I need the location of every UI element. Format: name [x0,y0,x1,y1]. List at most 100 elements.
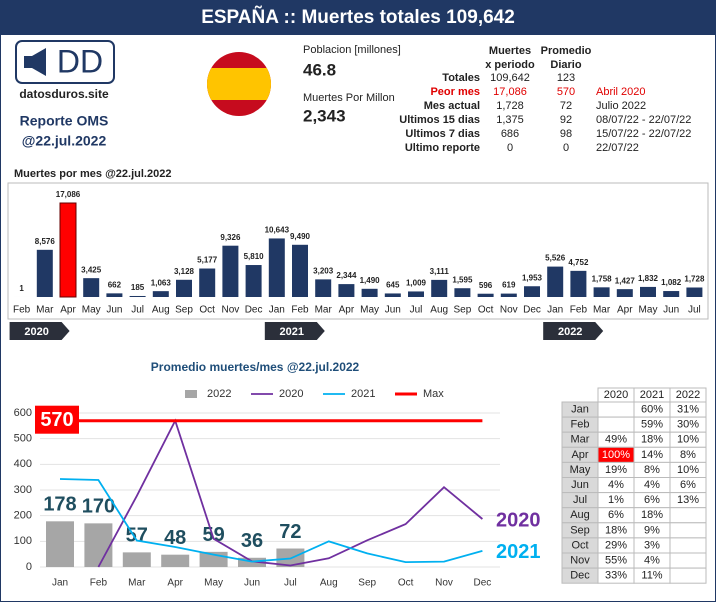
bar [315,279,332,297]
table-text: Oct [571,539,588,551]
data-label: 1,595 [452,275,473,284]
x-tick-label: Aug [320,578,338,589]
x-tick-label: Sep [175,305,193,316]
bar [129,295,146,297]
bar [361,288,378,297]
data-label: 3,111 [430,267,450,276]
data-label: 1,427 [615,276,636,285]
table-text: 19% [605,464,627,476]
bar [59,202,77,298]
x-tick-label: Oct [199,305,215,316]
header-bar [0,0,716,35]
table-cell [669,537,707,554]
data-label: 645 [386,281,400,290]
table-text: 10% [677,434,699,446]
legend-label: 2021 [351,388,375,400]
x-tick-label: Aug [152,305,170,316]
year-badge [9,322,70,340]
data-label: 1,953 [522,273,543,282]
table-text: 55% [605,554,627,566]
report-date: @22.jul.2022 [22,133,107,149]
site: datosduros.site [19,87,109,101]
data-label: 3,128 [174,267,195,276]
data-label: 2,344 [336,271,357,280]
table-text: 14% [641,449,663,461]
data-label: 3,203 [313,266,334,275]
flag [207,52,271,116]
table-text: Sep [570,524,590,536]
x-tick-label: Apr [617,305,633,316]
x-tick-label: Feb [570,305,588,316]
table-text: Apr [571,449,588,461]
x-tick-label: Sep [454,305,472,316]
stats-cell: 0 [563,142,569,154]
table-text: 59% [641,419,663,431]
stats-cell: 1,375 [496,114,524,126]
data-label: 619 [502,281,516,290]
data-label: 5,810 [244,252,265,261]
year-badge [264,322,325,340]
data-label: 1,832 [638,274,659,283]
stats-header: Promedio [541,45,592,57]
data-label: 1,082 [661,278,682,287]
stats-cell: 109,642 [490,72,530,84]
stats-cell: 686 [501,128,519,140]
table-text: 8% [644,464,660,476]
x-tick-label: Jul [284,578,297,589]
x-tick-label: Mar [128,578,146,589]
stats-row-label: Ultimos 7 dias [405,128,480,140]
x-tick-label: Jan [269,305,285,316]
stats-cell: 17,086 [493,86,527,98]
x-tick-label: Sep [358,578,376,589]
bar [408,291,424,297]
data-label: 8,576 [35,237,56,246]
table-text: 60% [641,403,663,415]
x-tick-label: Feb [13,305,31,316]
table-text: 31% [677,403,699,415]
bar [176,279,192,297]
bar [570,270,587,297]
table-text: Mar [571,434,590,446]
bar [477,293,494,297]
x-tick-label: Jan [52,578,68,589]
table-header: 2021 [640,389,664,401]
series-end-label: 2020 [496,509,541,531]
y-tick-label: 100 [14,535,32,547]
table-text: 11% [641,570,662,582]
x-tick-label: Apr [60,305,76,316]
data-label: 5,526 [545,254,566,263]
table-text: 4% [644,479,660,491]
y-tick-label: 400 [14,458,32,470]
header-title: ESPAÑA :: Muertes totales 109,642 [201,6,515,28]
x-tick-label: May [82,305,101,316]
data-label: 48 [164,527,186,549]
table-text: 49% [605,434,627,446]
y-tick-label: 500 [14,433,32,445]
stats-row-label: Totales [442,72,480,84]
table-text: Jan [571,403,589,415]
stats-cell: 123 [557,72,575,84]
stats-cell: 08/07/22 - 22/07/22 [596,114,691,126]
logo-text: DD [57,43,103,79]
table-text: 8% [680,449,696,461]
report: Reporte OMS [20,113,109,129]
bar [640,286,656,297]
x-tick-label: Oct [398,578,414,589]
x-tick-label: Apr [339,305,355,316]
bar [616,289,633,297]
table-cell [669,507,707,524]
bar [593,287,610,297]
x-tick-label: Mar [36,305,54,316]
table-text: 4% [608,479,624,491]
bar [36,249,53,297]
stats-cell: Abril 2020 [596,86,646,98]
x-tick-label: Aug [430,305,448,316]
bar [222,245,239,297]
year-label: 2021 [280,326,304,338]
stats-cell: 92 [560,114,572,126]
x-tick-label: Jun [385,305,401,316]
data-label: 1,758 [592,274,613,283]
bar [199,268,216,297]
table-text: 29% [605,539,627,551]
stats-cell: 22/07/22 [596,142,639,154]
